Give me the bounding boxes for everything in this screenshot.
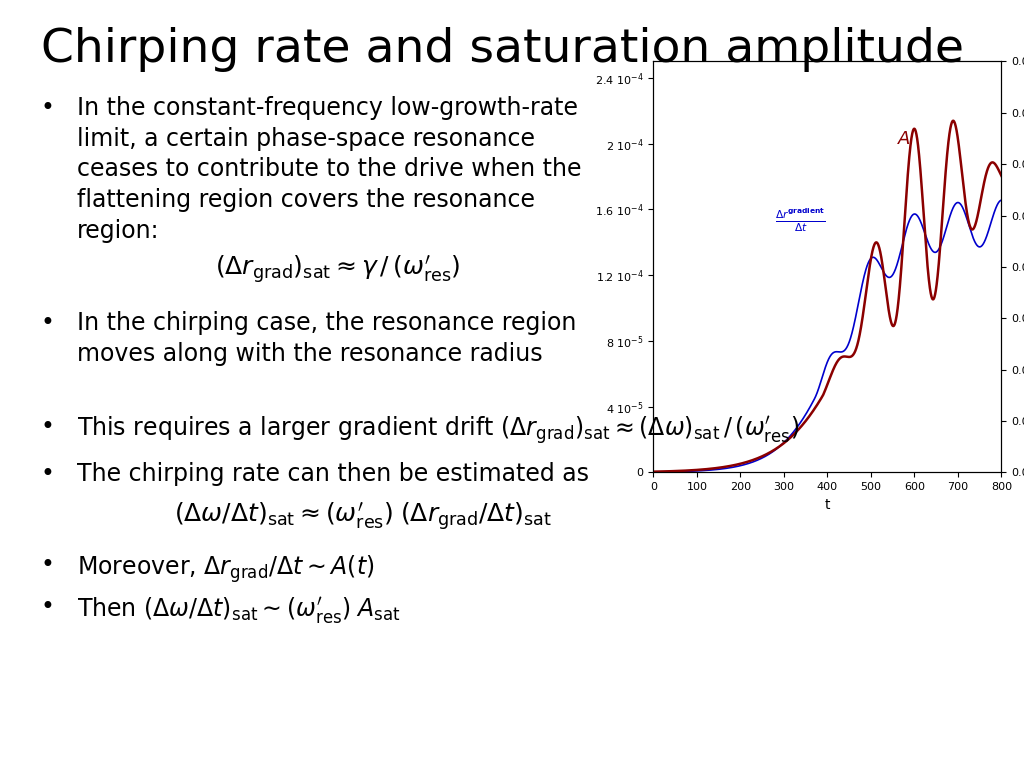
- Text: Moreover, $\Delta r_{\rm grad}/\Delta t \sim A(t)$: Moreover, $\Delta r_{\rm grad}/\Delta t …: [77, 553, 374, 584]
- Text: $(\Delta r_{\rm grad})_{\rm sat} \approx \gamma\,/\,(\omega_{\rm res}^{\prime})$: $(\Delta r_{\rm grad})_{\rm sat} \approx…: [215, 253, 461, 286]
- Text: Chirping rate and saturation amplitude: Chirping rate and saturation amplitude: [41, 27, 964, 72]
- Text: $(\Delta\omega/\Delta t)_{\rm sat} \approx (\omega_{\rm res}^{\prime})$$\;(\Delt: $(\Delta\omega/\Delta t)_{\rm sat} \appr…: [174, 501, 552, 534]
- Text: In the constant-frequency low-growth-rate: In the constant-frequency low-growth-rat…: [77, 96, 578, 120]
- Text: •: •: [41, 595, 55, 619]
- Text: This requires a larger gradient drift $(\Delta r_{\rm grad})_{\rm sat} \approx (: This requires a larger gradient drift $(…: [77, 415, 799, 447]
- Text: Then $(\Delta\omega/\Delta t)_{\rm sat} \sim (\omega_{\rm res}^{\prime})\; A_{\r: Then $(\Delta\omega/\Delta t)_{\rm sat} …: [77, 595, 400, 626]
- Text: moves along with the resonance radius: moves along with the resonance radius: [77, 342, 543, 366]
- Text: The chirping rate can then be estimated as: The chirping rate can then be estimated …: [77, 462, 589, 486]
- Text: flattening region covers the resonance: flattening region covers the resonance: [77, 188, 535, 212]
- X-axis label: t: t: [824, 498, 830, 511]
- Text: In the chirping case, the resonance region: In the chirping case, the resonance regi…: [77, 311, 577, 335]
- Text: $\frac{\Delta r^{\mathregular{gradient}}}{\Delta t}$: $\frac{\Delta r^{\mathregular{gradient}}…: [775, 207, 825, 234]
- Text: •: •: [41, 415, 55, 439]
- Text: $A$: $A$: [897, 130, 911, 147]
- Text: region:: region:: [77, 219, 160, 243]
- Text: ceases to contribute to the drive when the: ceases to contribute to the drive when t…: [77, 157, 582, 181]
- Text: •: •: [41, 311, 55, 335]
- Text: limit, a certain phase-space resonance: limit, a certain phase-space resonance: [77, 127, 535, 151]
- Text: •: •: [41, 553, 55, 577]
- Text: •: •: [41, 96, 55, 120]
- Text: •: •: [41, 462, 55, 486]
